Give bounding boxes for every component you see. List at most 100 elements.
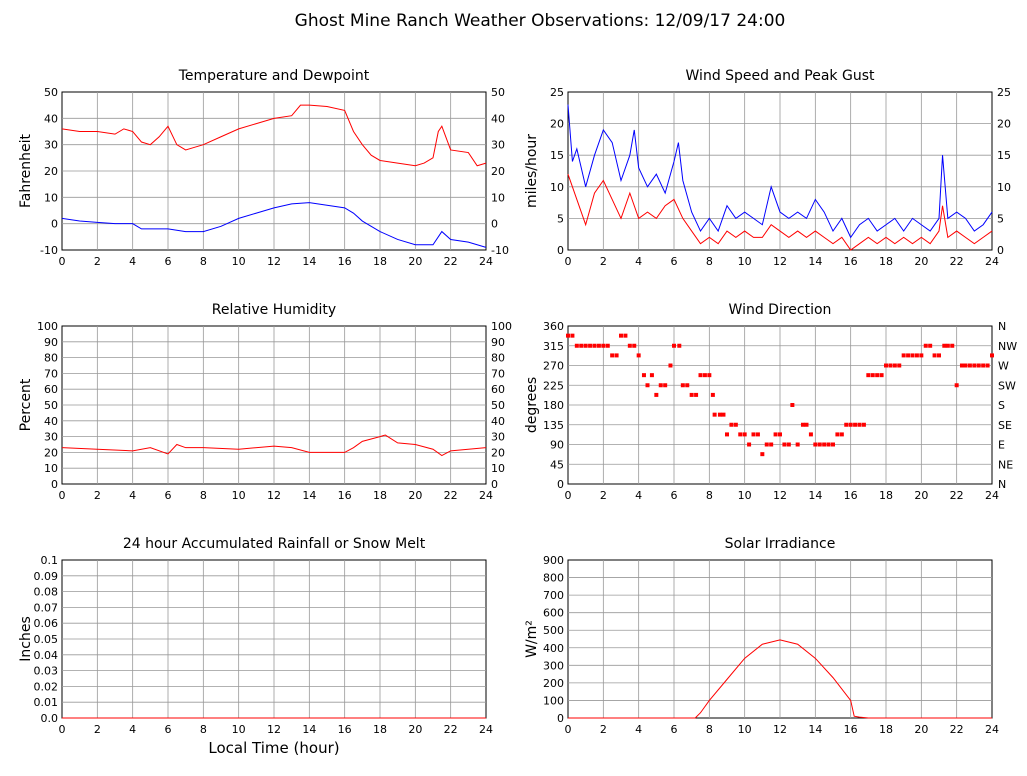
x-axis-label: Local Time (hour) — [208, 739, 339, 757]
compass-label: E — [998, 439, 1005, 452]
x-tick-label: 0 — [59, 723, 66, 736]
y-tick-label: 50 — [44, 399, 58, 412]
wind-direction-point — [742, 432, 747, 437]
wind-direction-point — [853, 422, 858, 427]
y-tick-label: 700 — [543, 589, 564, 602]
y-tick-label: 25 — [550, 86, 564, 99]
y-right-tick-label: 60 — [491, 383, 505, 396]
x-tick-label: 6 — [671, 723, 678, 736]
x-tick-label: 4 — [635, 255, 642, 268]
compass-label: SE — [998, 419, 1012, 432]
y-right-tick-label: 40 — [491, 112, 505, 125]
series-line-relative-humidity — [61, 434, 487, 457]
x-tick-label: 16 — [338, 255, 352, 268]
y-axis-label: W/m² — [524, 620, 540, 658]
wind-direction-point — [747, 442, 752, 447]
x-tick-label: 0 — [59, 489, 66, 502]
y-tick-label: -10 — [40, 244, 58, 257]
x-tick-label: 10 — [738, 255, 752, 268]
y-tick-label: 360 — [543, 320, 564, 333]
wind-direction-point — [914, 353, 919, 358]
compass-label: SW — [998, 379, 1016, 392]
wind-direction-point — [614, 353, 619, 358]
wind-direction-point — [990, 353, 994, 358]
y-tick-label: 50 — [44, 86, 58, 99]
y-right-tick-label: 30 — [491, 139, 505, 152]
x-tick-label: 22 — [444, 723, 458, 736]
y-tick-label: 0.02 — [34, 680, 59, 693]
x-tick-label: 8 — [200, 723, 207, 736]
wind-direction-point — [945, 343, 950, 348]
wind-direction-point — [808, 432, 813, 437]
y-right-tick-label: 100 — [491, 320, 512, 333]
y-tick-label: 90 — [550, 439, 564, 452]
y-tick-label: 0.01 — [34, 696, 59, 709]
series-line-peak-gust — [567, 104, 993, 239]
x-tick-label: 6 — [165, 255, 172, 268]
wind-direction-point — [963, 363, 968, 368]
y-tick-label: 20 — [44, 165, 58, 178]
wind-direction-point — [689, 392, 694, 397]
y-tick-label: 0 — [557, 244, 564, 257]
x-tick-label: 20 — [914, 489, 928, 502]
y-tick-label: 315 — [543, 340, 564, 353]
wind-direction-point — [932, 353, 937, 358]
x-tick-label: 4 — [635, 723, 642, 736]
x-tick-label: 10 — [232, 723, 246, 736]
wind-direction-point — [782, 442, 787, 447]
y-right-tick-label: 0 — [997, 244, 1004, 257]
x-tick-label: 18 — [879, 489, 893, 502]
wind-direction-point — [645, 383, 650, 388]
y-tick-label: 60 — [44, 383, 58, 396]
wind-direction-point — [725, 432, 729, 437]
wind-direction-point — [717, 412, 722, 417]
wind-direction-point — [677, 343, 682, 348]
y-right-tick-label: 70 — [491, 367, 505, 380]
y-tick-label: 500 — [543, 624, 564, 637]
wind-direction-point — [866, 373, 871, 378]
wind-direction-point — [707, 373, 712, 378]
wind-direction-point — [738, 432, 743, 437]
y-right-tick-label: 10 — [997, 181, 1011, 194]
y-tick-label: 10 — [550, 181, 564, 194]
wind-direction-point — [831, 442, 835, 447]
x-tick-label: 22 — [950, 723, 964, 736]
wind-direction-point — [579, 343, 584, 348]
compass-label: S — [998, 399, 1005, 412]
wind-direction-point — [570, 333, 575, 338]
y-tick-label: 20 — [44, 446, 58, 459]
y-axis-label: miles/hour — [524, 134, 540, 208]
wind-direction-point — [910, 353, 915, 358]
y-right-tick-label: 40 — [491, 415, 505, 428]
wind-direction-point — [702, 373, 707, 378]
y-right-tick-label: 0 — [491, 218, 498, 231]
y-tick-label: 300 — [543, 659, 564, 672]
chart-title: Temperature and Dewpoint — [178, 68, 370, 84]
wind-direction-point — [751, 432, 756, 437]
compass-label: NW — [998, 340, 1017, 353]
wind-direction-point — [712, 412, 717, 417]
x-tick-label: 0 — [59, 255, 66, 268]
chart-title: Wind Direction — [729, 302, 832, 318]
wind-direction-point — [769, 442, 774, 447]
y-tick-label: 200 — [543, 677, 564, 690]
x-tick-label: 22 — [950, 255, 964, 268]
compass-label: NE — [998, 458, 1013, 471]
y-tick-label: 0 — [51, 218, 58, 231]
x-tick-label: 8 — [706, 723, 713, 736]
y-tick-label: 100 — [543, 694, 564, 707]
x-tick-label: 6 — [671, 255, 678, 268]
x-tick-label: 0 — [565, 723, 572, 736]
series-line-temperature — [61, 104, 487, 167]
x-tick-label: 14 — [302, 723, 316, 736]
wind-direction-point — [566, 333, 570, 338]
x-tick-label: 12 — [773, 255, 787, 268]
wind-direction-point — [813, 442, 818, 447]
x-tick-label: 24 — [985, 255, 999, 268]
x-tick-label: 24 — [479, 723, 493, 736]
x-tick-label: 6 — [671, 489, 678, 502]
y-right-tick-label: 20 — [491, 165, 505, 178]
wind-direction-point — [632, 343, 637, 348]
wind-direction-point — [668, 363, 673, 368]
